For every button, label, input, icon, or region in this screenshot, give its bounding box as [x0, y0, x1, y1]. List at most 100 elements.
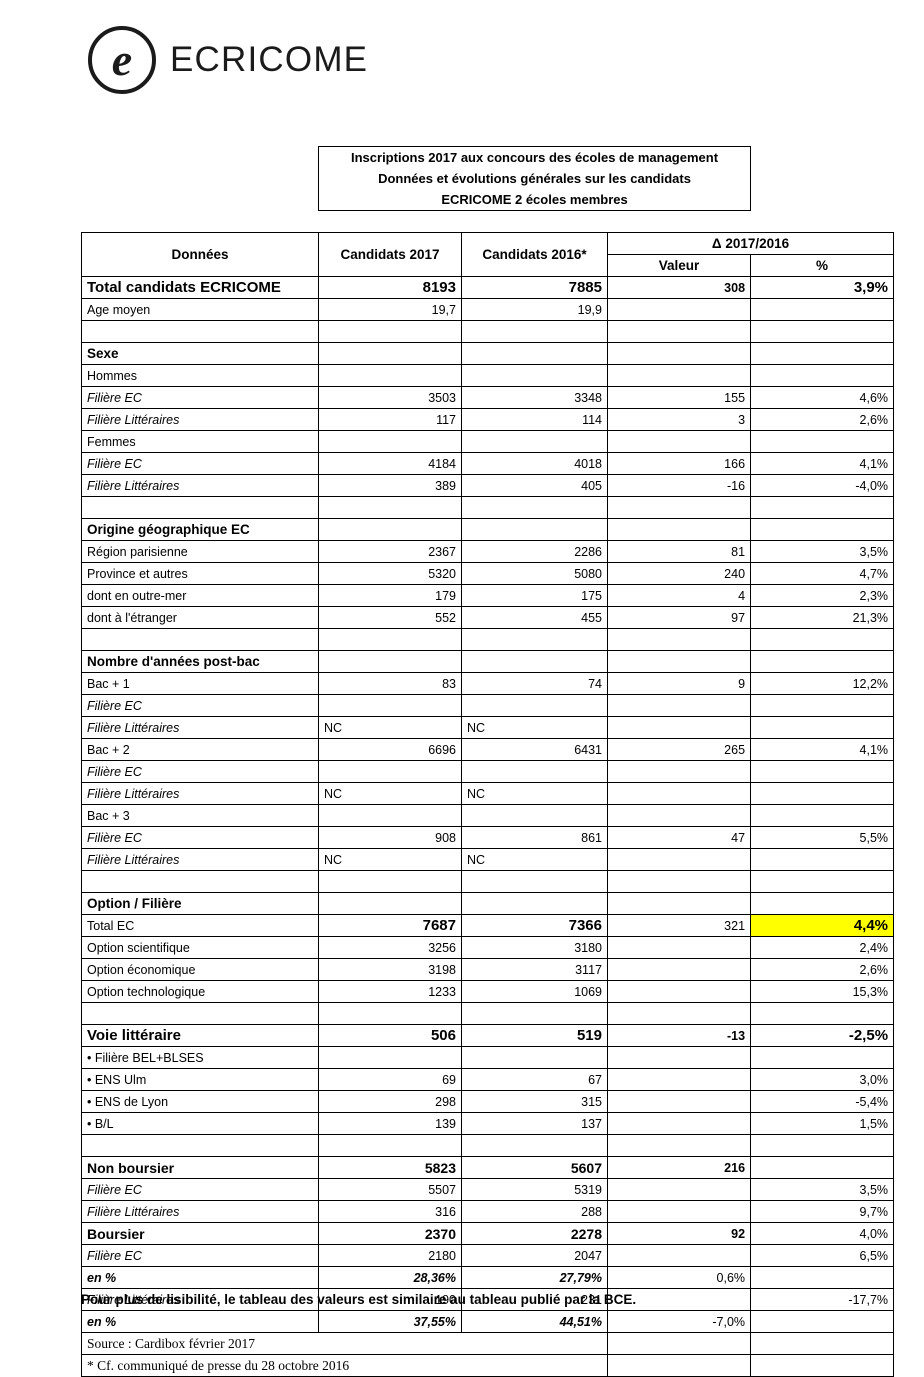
logo-circle-icon: e [88, 26, 156, 94]
table-row: Filière Littéraires 316 288 9,7% [81, 1200, 895, 1223]
cell-delta-pct: 4,0% [750, 1222, 895, 1245]
cell-candidats-2017: 506 [318, 1024, 462, 1047]
cell-candidats-2017: 37,55% [318, 1310, 462, 1333]
cell-candidats-2017 [318, 628, 462, 651]
cell-delta-pct [750, 716, 895, 739]
cell-candidats-2017: 5320 [318, 562, 462, 585]
cell-candidats-2016: 175 [461, 584, 608, 607]
table-row: Total candidats ECRICOME 8193 7885 308 3,9% [81, 276, 895, 299]
cell-candidats-2016 [461, 496, 608, 519]
press-note-row: * Cf. communiqué de presse du 28 octobre… [81, 1354, 895, 1377]
cell-delta-valeur [606, 848, 752, 871]
cell-candidats-2017: 3503 [318, 386, 462, 409]
cell-delta-pct: 3,5% [750, 540, 895, 563]
cell-delta-pct [750, 760, 895, 783]
row-label: Option technologique [81, 980, 319, 1003]
row-label: • ENS Ulm [81, 1068, 319, 1091]
table-row: Filière EC 908 861 47 5,5% [81, 826, 895, 849]
cell-delta-pct: -5,4% [750, 1090, 895, 1113]
cell-delta-valeur [606, 782, 752, 805]
cell-candidats-2017: 5823 [318, 1156, 462, 1179]
gap-c2 [462, 211, 608, 233]
cell-candidats-2017: 139 [318, 1112, 462, 1135]
cell-delta-valeur [606, 1200, 752, 1223]
row-label [81, 1134, 319, 1157]
table-row: Filière Littéraires 389 405 -16 -4,0% [81, 474, 895, 497]
table-row: Province et autres 5320 5080 240 4,7% [81, 562, 895, 585]
table-row: Filière EC [81, 694, 895, 717]
cell-candidats-2016 [461, 364, 608, 387]
table-row: Sexe [81, 342, 895, 365]
cell-delta-valeur [606, 430, 752, 453]
row-label: Filière EC [81, 386, 319, 409]
cell-candidats-2016: 4018 [461, 452, 608, 475]
cell-delta-pct: 4,1% [750, 738, 895, 761]
row-label: Sexe [81, 342, 319, 365]
cell-delta-pct: 2,4% [750, 936, 895, 959]
row-label: Hommes [81, 364, 319, 387]
cell-candidats-2016: NC [461, 716, 608, 739]
cell-delta-valeur: -16 [606, 474, 752, 497]
cell-delta-valeur: 166 [606, 452, 752, 475]
source-note-pad-2 [750, 1332, 895, 1355]
cell-delta-pct: -4,0% [750, 474, 895, 497]
cell-delta-valeur [606, 1090, 752, 1113]
row-label: Région parisienne [81, 540, 319, 563]
cell-delta-pct: 3,0% [750, 1068, 895, 1091]
row-label: Filière Littéraires [81, 782, 319, 805]
cell-delta-pct [750, 364, 895, 387]
title-spacer-left [82, 147, 319, 169]
row-label: Option / Filière [81, 892, 319, 915]
table-row: • B/L 139 137 1,5% [81, 1112, 895, 1135]
cell-delta-pct: 4,7% [750, 562, 895, 585]
ecricome-logo: e ECRICOME [88, 26, 368, 94]
cell-delta-pct: 3,9% [750, 276, 895, 299]
cell-candidats-2017 [318, 650, 462, 673]
row-label: Voie littéraire [81, 1024, 319, 1047]
table-row: • ENS de Lyon 298 315 -5,4% [81, 1090, 895, 1113]
row-label: Non boursier [81, 1156, 319, 1179]
row-label: • B/L [81, 1112, 319, 1135]
cell-candidats-2016 [461, 650, 608, 673]
cell-delta-valeur: 3 [606, 408, 752, 431]
cell-candidats-2016: 5607 [461, 1156, 608, 1179]
cell-candidats-2017: 83 [318, 672, 462, 695]
cell-delta-valeur: -7,0% [606, 1310, 752, 1333]
cell-delta-pct: 4,4% [750, 914, 895, 937]
cell-candidats-2017 [318, 1002, 462, 1025]
cell-delta-pct [750, 298, 895, 321]
cell-candidats-2016: 231 [461, 1288, 608, 1311]
cell-candidats-2016 [461, 342, 608, 365]
cell-delta-valeur [606, 804, 752, 827]
cell-delta-valeur [606, 298, 752, 321]
cell-candidats-2017: 7687 [318, 914, 462, 937]
gap-c3 [608, 211, 751, 233]
cell-delta-pct [750, 628, 895, 651]
cell-delta-valeur [606, 694, 752, 717]
report-table: Inscriptions 2017 aux concours des école… [81, 146, 895, 1377]
cell-candidats-2016: 455 [461, 606, 608, 629]
header-donnees: Données [81, 232, 319, 277]
row-label: Filière EC [81, 760, 319, 783]
table-row: Filière EC 4184 4018 166 4,1% [81, 452, 895, 475]
cell-delta-pct [750, 1046, 895, 1069]
row-label: Filière EC [81, 452, 319, 475]
row-label: Filière Littéraires [81, 408, 319, 431]
cell-candidats-2017: 552 [318, 606, 462, 629]
cell-delta-pct [750, 1266, 895, 1289]
cell-candidats-2016: 2278 [461, 1222, 608, 1245]
row-label: Option scientifique [81, 936, 319, 959]
cell-delta-valeur [606, 496, 752, 519]
cell-candidats-2017: 389 [318, 474, 462, 497]
cell-candidats-2017 [318, 342, 462, 365]
row-label [81, 1002, 319, 1025]
cell-candidats-2016: 288 [461, 1200, 608, 1223]
cell-candidats-2017: 2370 [318, 1222, 462, 1245]
table-row [81, 320, 895, 343]
row-label: Age moyen [81, 298, 319, 321]
row-label [81, 320, 319, 343]
table-row: Bac + 1 83 74 9 12,2% [81, 672, 895, 695]
row-label: Filière Littéraires [81, 716, 319, 739]
cell-candidats-2016 [461, 430, 608, 453]
cell-delta-valeur [606, 650, 752, 673]
